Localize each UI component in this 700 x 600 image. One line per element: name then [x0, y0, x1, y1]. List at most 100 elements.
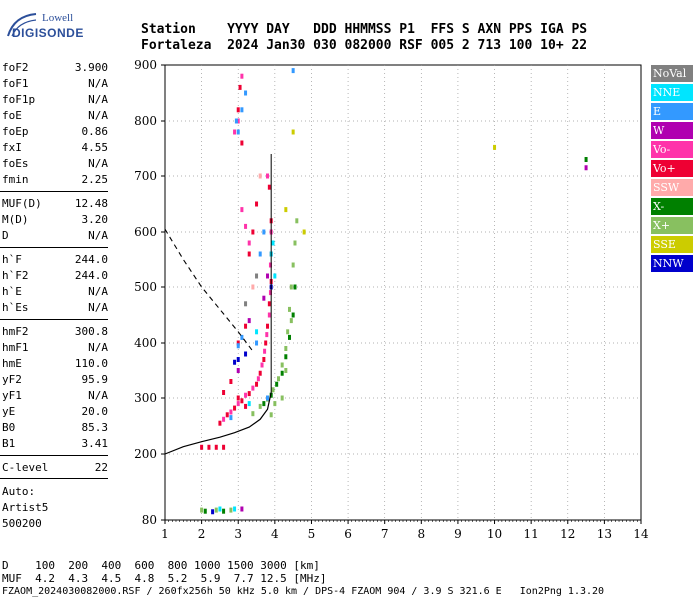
echo-point — [200, 444, 204, 450]
echo-point — [218, 420, 222, 426]
x-tick-label: 9 — [454, 527, 462, 541]
y-tick-label: 300 — [134, 391, 157, 405]
param-name: yE — [2, 405, 16, 418]
distance-row: D 100 200 400 600 800 1000 1500 3000 [km… — [2, 559, 320, 572]
param-row: h`E N/A — [2, 285, 108, 301]
echo-point — [255, 201, 259, 207]
x-tick-label: 13 — [597, 527, 612, 541]
echo-point — [291, 312, 295, 318]
param-value: 4.55 — [81, 141, 109, 154]
param-row: foEp 0.86 — [2, 125, 108, 141]
param-name: B1 — [2, 437, 16, 450]
echo-point — [284, 368, 288, 373]
param-name: yF2 — [2, 373, 22, 386]
echo-point — [286, 329, 290, 335]
echo-point — [236, 107, 240, 113]
echo-point — [247, 251, 251, 257]
param-name: C-level — [2, 461, 49, 474]
param-row: B1 3.41 — [2, 437, 108, 453]
echo-point — [236, 401, 240, 407]
param-name: h`E — [2, 285, 22, 298]
muf-row: MUF 4.2 4.3 4.5 4.8 5.2 5.9 7.7 12.5 [MH… — [2, 572, 327, 585]
echo-point — [271, 387, 275, 393]
param-name: hmF1 — [2, 341, 29, 354]
echo-point — [229, 409, 233, 415]
echo-point — [200, 507, 204, 513]
echo-point — [236, 118, 240, 124]
echo-point — [255, 273, 259, 279]
header-row-values: Fortaleza 2024 Jan30 030 082000 RSF 005 … — [141, 38, 588, 53]
param-value: 22 — [94, 461, 108, 474]
echo-point — [218, 506, 222, 512]
param-value: 3.20 — [81, 213, 109, 226]
echo-point — [247, 401, 251, 407]
param-name: D — [2, 229, 9, 242]
echo-point — [273, 401, 277, 407]
param-row: hmF2 300.8 — [2, 325, 108, 341]
echo-point — [240, 398, 244, 404]
param-row: foF1p N/A — [2, 93, 108, 109]
echo-point — [260, 362, 264, 368]
param-name: foF1p — [2, 93, 36, 106]
echo-point — [222, 416, 226, 422]
echo-point — [229, 507, 233, 513]
param-value: 244.0 — [74, 269, 108, 282]
param-row: foE N/A — [2, 109, 108, 125]
x-tick-label: 8 — [417, 527, 425, 541]
echo-point — [240, 140, 244, 146]
param-separator — [0, 478, 108, 479]
legend-item: E — [651, 103, 693, 120]
param-name: fxI — [2, 141, 22, 154]
param-row: h`F2 244.0 — [2, 269, 108, 285]
param-row: foF1 N/A — [2, 77, 108, 93]
echo-point — [240, 107, 244, 113]
y-tick-label: 500 — [134, 280, 157, 294]
echo-point — [493, 144, 497, 150]
param-value: 3.41 — [81, 437, 109, 450]
x-tick-label: 3 — [234, 527, 242, 541]
param-separator — [0, 191, 108, 192]
echo-point — [222, 444, 226, 450]
echo-point — [214, 507, 218, 513]
echo-point — [293, 240, 297, 246]
param-row: yF1 N/A — [2, 389, 108, 405]
param-row: yE 20.0 — [2, 405, 108, 421]
echo-point — [251, 229, 255, 235]
x-tick-label: 1 — [161, 527, 169, 541]
echo-point — [222, 390, 226, 395]
echo-point — [256, 376, 260, 382]
legend-item: X- — [651, 198, 693, 215]
legend-item: X+ — [651, 217, 693, 234]
param-value: N/A — [88, 341, 108, 354]
legend-item: NNE — [651, 84, 693, 101]
echo-point — [266, 173, 270, 179]
echo-point — [244, 351, 248, 357]
echo-point — [267, 184, 271, 190]
x-tick-label: 4 — [271, 527, 279, 541]
echo-point — [234, 118, 238, 124]
echo-point — [244, 323, 248, 329]
echo-point — [236, 343, 240, 349]
echo-point — [266, 273, 270, 279]
x-tick-label: 11 — [524, 527, 539, 541]
echo-point — [247, 318, 251, 324]
echo-point — [267, 312, 271, 318]
auto-software: Artist5 — [2, 501, 49, 514]
legend-item: SSE — [651, 236, 693, 253]
param-name: B0 — [2, 421, 16, 434]
logo-text-bottom: DIGISONDE — [12, 26, 84, 40]
echo-point — [229, 415, 233, 421]
echo-point — [289, 318, 293, 324]
param-value: 12.48 — [74, 197, 108, 210]
echo-point — [258, 251, 262, 257]
echo-point — [258, 370, 262, 376]
param-row: D N/A — [2, 229, 108, 245]
echo-point — [284, 207, 288, 213]
echo-point — [207, 444, 211, 450]
echo-point — [251, 385, 255, 391]
echo-point — [287, 334, 291, 340]
echo-point — [229, 379, 233, 384]
echo-point — [280, 395, 284, 401]
echo-point — [302, 229, 306, 235]
param-name: fmin — [2, 173, 29, 186]
